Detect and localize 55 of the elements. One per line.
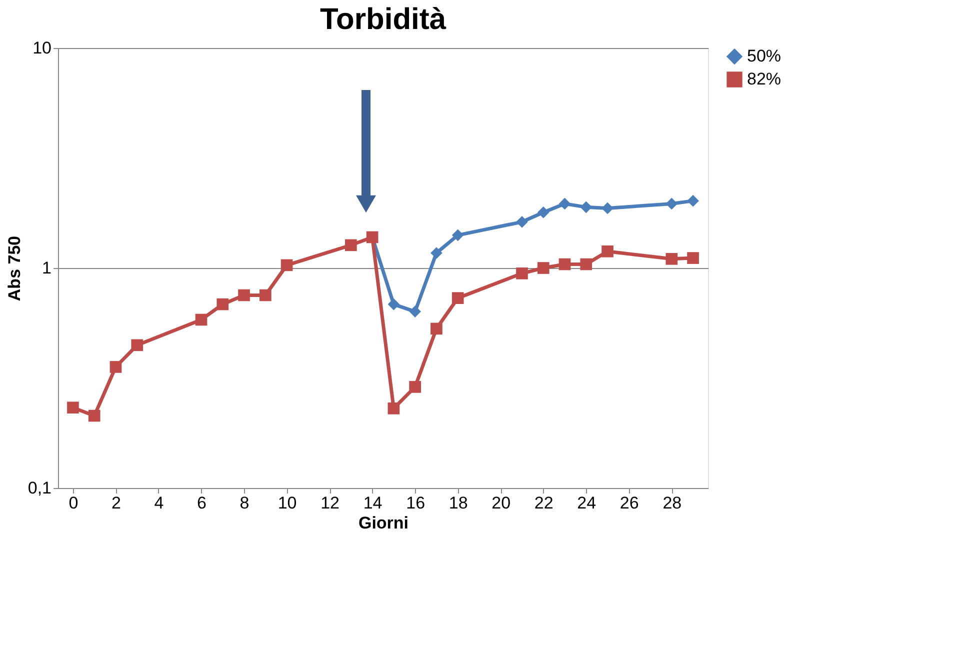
x-tick-label: 12 <box>320 494 340 512</box>
y-tick-label: 0,1 <box>28 478 52 498</box>
point <box>409 306 421 318</box>
y-tick-label: 1 <box>42 258 52 278</box>
point <box>88 410 100 422</box>
point <box>131 339 144 352</box>
point <box>110 361 122 373</box>
point <box>430 247 442 259</box>
point <box>580 258 592 270</box>
x-tick-label: 4 <box>154 494 164 512</box>
point <box>580 201 592 214</box>
point <box>409 381 421 393</box>
x-tick-label: 20 <box>492 494 511 512</box>
point <box>388 298 400 310</box>
legend-label: 82% <box>747 70 782 88</box>
x-tick-label: 6 <box>197 494 206 512</box>
x-tick-label: 14 <box>363 494 382 512</box>
y-axis-title: Abs 750 <box>4 236 24 302</box>
point <box>452 292 464 304</box>
point <box>345 239 357 252</box>
point <box>687 252 699 264</box>
point <box>558 258 571 270</box>
x-tick-label: 24 <box>577 494 596 512</box>
point <box>280 259 293 272</box>
point <box>259 289 272 302</box>
point <box>195 314 208 326</box>
x-tick-label: 8 <box>240 494 250 512</box>
point <box>537 262 550 274</box>
point <box>666 252 678 265</box>
point <box>452 229 464 242</box>
x-tick-label: 10 <box>278 494 297 512</box>
point <box>516 216 528 228</box>
point <box>558 198 571 210</box>
legend-label: 50% <box>747 46 782 66</box>
point <box>537 206 550 218</box>
point <box>67 402 79 414</box>
x-tick-label: 16 <box>406 494 426 512</box>
x-tick-label: 22 <box>534 494 554 512</box>
x-tick-label: 18 <box>448 494 468 512</box>
point <box>216 298 229 310</box>
point <box>602 202 614 214</box>
x-tick-label: 0 <box>68 494 78 512</box>
x-tick-label: 28 <box>662 494 682 512</box>
point <box>602 245 614 258</box>
x-tick-label: 26 <box>620 494 639 512</box>
point <box>388 402 400 414</box>
chart-title: Torbidità <box>320 3 446 36</box>
point <box>516 267 528 280</box>
point <box>687 194 699 207</box>
point <box>666 198 678 210</box>
point <box>430 322 442 335</box>
x-axis-title: Giorni <box>358 514 409 532</box>
point <box>238 289 250 302</box>
y-tick-label: 10 <box>32 38 52 58</box>
x-tick-label: 2 <box>111 494 121 512</box>
